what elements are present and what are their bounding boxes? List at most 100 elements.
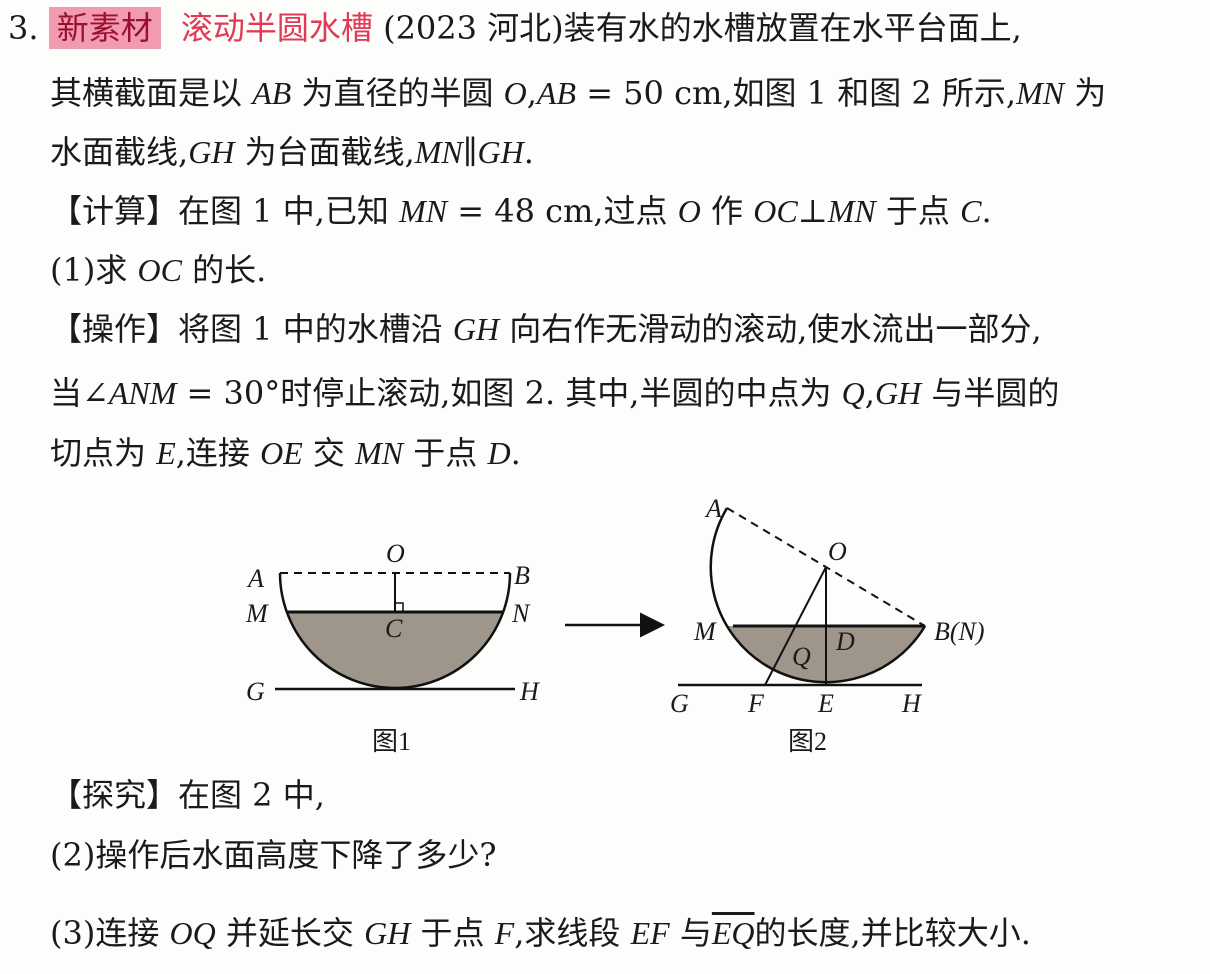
problem-line: 【计算】在图 1 中,已知 MN = 48 cm,过点 O 作 OC⊥MN 于点…: [50, 191, 992, 231]
text-segment: 作: [700, 192, 754, 230]
figure-1-caption: 图1: [372, 727, 411, 756]
label-m: M: [693, 617, 717, 646]
text-segment: 向右作无滑动的滚动,使水流出一部分,: [499, 310, 1042, 348]
text-segment: ∥: [462, 133, 478, 171]
problem-line: 当∠ANM = 30°时停止滚动,如图 2. 其中,半圆的中点为 Q,GH 与半…: [50, 373, 1059, 413]
label-a: A: [246, 564, 264, 593]
math-symbol: GH: [477, 134, 524, 170]
math-symbol: MN: [414, 134, 463, 170]
text-segment: .: [523, 133, 534, 171]
text-segment: 交: [302, 434, 356, 472]
text-segment: (1)求: [50, 251, 138, 289]
label-m: M: [245, 599, 269, 628]
text-segment: 为直径的半圆: [291, 74, 504, 112]
text-segment: = 50 cm,如图 1 和图 2 所示,: [576, 74, 1017, 112]
semicircle-outline: [709, 507, 927, 684]
math-symbol: E: [156, 435, 176, 471]
segment-of: [764, 566, 827, 686]
problem-topic: 滚动半圆水槽: [180, 9, 373, 47]
math-symbol: MN: [1016, 75, 1065, 111]
math-symbol: GH: [874, 375, 922, 411]
text-segment: (3)连接: [50, 914, 170, 952]
label-d: D: [835, 627, 855, 656]
math-symbol: GH: [364, 915, 411, 951]
text-segment: (2023 河北)装有水的水槽放置在水平台面上,: [383, 9, 1022, 47]
label-o: O: [386, 539, 405, 568]
math-symbol: O: [677, 193, 701, 229]
new-material-tag: 新素材: [48, 7, 161, 49]
label-b: B: [514, 561, 530, 590]
math-symbol: GH: [452, 311, 500, 347]
math-symbol: MN: [355, 435, 404, 471]
text-segment: 为: [1064, 74, 1107, 112]
text-segment: 为台面截线,: [234, 133, 415, 171]
problem-header: 3. 新素材 滚动半圆水槽 (2023 河北)装有水的水槽放置在水平台面上,: [8, 7, 1022, 49]
text-segment: 【操作】将图 1 中的水槽沿: [50, 310, 453, 348]
text-segment: .: [510, 434, 521, 472]
math-symbol: Q: [841, 375, 865, 411]
label-c: C: [385, 614, 403, 643]
text-segment: 的长度,并比较大小.: [754, 914, 1031, 952]
text-segment: 与半圆的: [921, 374, 1060, 412]
math-symbol: D: [487, 435, 511, 471]
figure-2-caption: 图2: [788, 727, 827, 756]
text-segment: ,求线段: [514, 914, 631, 952]
text-segment: 于点: [410, 914, 495, 952]
question-2: (2)操作后水面高度下降了多少?: [50, 835, 497, 875]
water-region: [287, 612, 503, 688]
label-g: G: [246, 677, 265, 706]
text-segment: ⊥: [797, 192, 828, 230]
text-segment: 于点: [403, 434, 488, 472]
text-segment: 水面截线,: [50, 133, 189, 171]
math-symbol: EQ: [711, 915, 755, 951]
text-segment: ,: [526, 74, 537, 112]
problem-line: 切点为 E,连接 OE 交 MN 于点 D.: [50, 433, 521, 473]
math-symbol: OE: [260, 435, 303, 471]
text-segment: 其横截面是以: [50, 74, 253, 112]
math-symbol: GH: [188, 134, 235, 170]
question-1: (1)求 OC 的长.: [50, 250, 266, 290]
problem-line: 其横截面是以 AB 为直径的半圆 O,AB = 50 cm,如图 1 和图 2 …: [50, 73, 1106, 113]
math-symbol: OC: [753, 193, 798, 229]
figure-2: A O M B(N) D Q G F E H 图2: [670, 494, 985, 756]
text-segment: 【探究】在图 2 中,: [50, 776, 325, 814]
label-a: A: [704, 494, 722, 523]
label-g: G: [670, 689, 689, 718]
label-q: Q: [792, 642, 811, 671]
math-symbol: AB: [252, 75, 292, 111]
math-symbol: O: [503, 75, 527, 111]
label-bn: B(N): [934, 617, 985, 646]
label-o: O: [828, 537, 847, 566]
text-segment: 并延长交: [215, 914, 365, 952]
math-symbol: F: [494, 915, 515, 951]
problem-line: 水面截线,GH 为台面截线,MN∥GH.: [50, 132, 534, 172]
math-symbol: OQ: [169, 915, 216, 951]
label-e: E: [817, 689, 834, 718]
text-segment: 于点: [875, 192, 961, 230]
label-h: H: [519, 677, 540, 706]
math-symbol: C: [960, 193, 982, 229]
math-symbol: AB: [536, 75, 577, 111]
label-n: N: [511, 599, 531, 628]
text-segment: ,连接: [175, 434, 261, 472]
problem-number: 3.: [8, 9, 39, 47]
question-3: (3)连接 OQ 并延长交 GH 于点 F,求线段 EF 与EQ的长度,并比较大…: [50, 913, 1031, 953]
text-segment: .: [981, 192, 992, 230]
label-h: H: [901, 689, 922, 718]
figure-1: O A B M N C G H 图1: [245, 539, 540, 756]
label-f: F: [747, 689, 765, 718]
text-segment: = 48 cm,过点: [447, 192, 678, 230]
text-segment: 切点为: [50, 434, 157, 472]
math-symbol: OC: [137, 252, 182, 288]
text-segment: 的长.: [181, 251, 267, 289]
text-segment: 与: [669, 914, 712, 952]
text-segment: ,: [864, 374, 875, 412]
text-segment: 当∠: [50, 374, 109, 412]
text-segment: 【计算】在图 1 中,已知: [50, 192, 400, 230]
math-symbol: EF: [630, 915, 670, 951]
text-segment: = 30°时停止滚动,如图 2. 其中,半圆的中点为: [176, 374, 842, 412]
problem-line: 【探究】在图 2 中,: [50, 775, 325, 815]
problem-line: 【操作】将图 1 中的水槽沿 GH 向右作无滑动的滚动,使水流出一部分,: [50, 309, 1042, 349]
math-symbol: MN: [827, 193, 876, 229]
math-symbol: MN: [399, 193, 448, 229]
